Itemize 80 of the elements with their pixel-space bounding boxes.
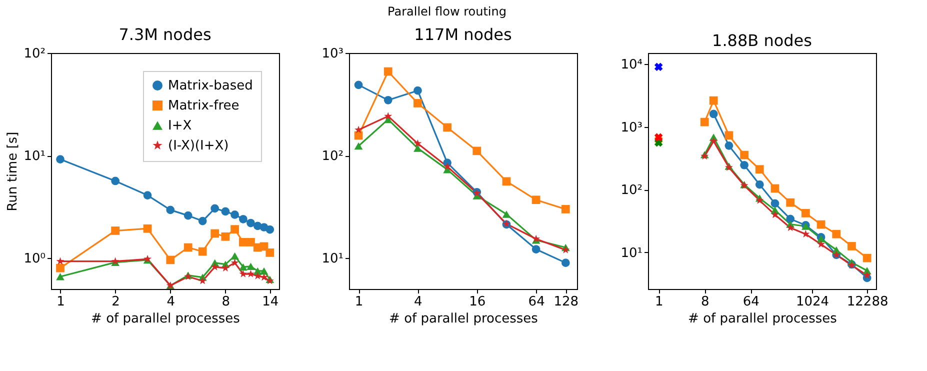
point (384, 96, 392, 104)
point (724, 131, 734, 140)
legend-label: Matrix-free (168, 98, 240, 114)
point (740, 150, 748, 160)
y-tick-label: 10² (620, 183, 642, 198)
x-tick-label: 1 (654, 294, 664, 310)
chart-title: 7.3M nodes (118, 25, 212, 44)
x-axis-title: # of parallel processes (688, 312, 838, 326)
x-tick-label: 1024 (796, 294, 830, 310)
x-tick-label: 64 (528, 294, 545, 310)
x-tick-label: 4 (166, 294, 176, 310)
legend-label: I+X (168, 118, 192, 134)
point (770, 199, 780, 208)
point (771, 210, 779, 218)
x-tick-label: 12288 (846, 294, 888, 310)
x-tick-label: 8 (222, 294, 230, 310)
point (801, 209, 810, 218)
x-tick-label: 64 (742, 294, 760, 310)
y-tick-label: 10¹ (322, 252, 344, 267)
point (472, 146, 482, 156)
point (710, 136, 718, 145)
point (709, 110, 718, 118)
x-tick-label: 1 (354, 294, 364, 310)
x-tick-label: 14 (262, 294, 279, 310)
point (863, 271, 872, 279)
y-tick-label: 10³ (620, 120, 642, 136)
legend-label: Matrix-based (168, 78, 253, 94)
point (414, 144, 422, 152)
x-tick-label: 2 (112, 294, 120, 310)
point (443, 162, 452, 170)
y-tick-label: 10⁴ (620, 58, 642, 73)
chart-title: 1.88B nodes (712, 31, 812, 50)
text: Parallel flow routing (388, 4, 506, 18)
point (384, 67, 392, 76)
point (532, 245, 540, 254)
y-tick-label: 10³ (322, 46, 344, 62)
x-axis-title: # of parallel processes (389, 312, 538, 326)
x-tick-label: 1 (56, 294, 65, 310)
point (816, 220, 826, 229)
point (786, 224, 794, 232)
y-tick-label: 10² (322, 149, 344, 164)
point (354, 80, 363, 90)
point (414, 86, 422, 95)
point (755, 180, 764, 189)
point (817, 240, 825, 248)
chart-title: 117M nodes (414, 25, 512, 44)
point (848, 242, 856, 250)
point (354, 126, 363, 134)
point (709, 96, 718, 105)
point (502, 177, 511, 186)
y-tick-label: 10⁰ (24, 252, 46, 267)
point (786, 214, 795, 224)
point (740, 160, 748, 170)
x-tick-label: 8 (700, 294, 710, 310)
y-axis-title: Run time [s] (6, 132, 21, 212)
point (724, 142, 734, 150)
y-tick-label: 10¹ (620, 246, 642, 261)
point (532, 196, 540, 204)
x-tick-label: 16 (469, 294, 486, 310)
point (802, 230, 810, 238)
x-tick-label: 4 (414, 294, 422, 310)
point (354, 142, 363, 150)
point (561, 205, 570, 214)
point (832, 246, 841, 254)
point (443, 123, 452, 132)
point (561, 258, 570, 267)
point (770, 184, 780, 193)
legend-label: (I-X)(I+X) (168, 138, 229, 154)
point (414, 139, 422, 147)
point (414, 99, 422, 108)
point (755, 165, 764, 174)
point (384, 112, 392, 120)
point (832, 230, 841, 238)
point (502, 210, 511, 218)
x-tick-label: 128 (554, 294, 579, 310)
point (786, 198, 795, 207)
y-tick-label: 10¹ (24, 149, 46, 164)
point (862, 254, 872, 262)
x-axis-title: # of parallel processes (91, 312, 240, 326)
y-tick-label: 10² (24, 46, 46, 62)
